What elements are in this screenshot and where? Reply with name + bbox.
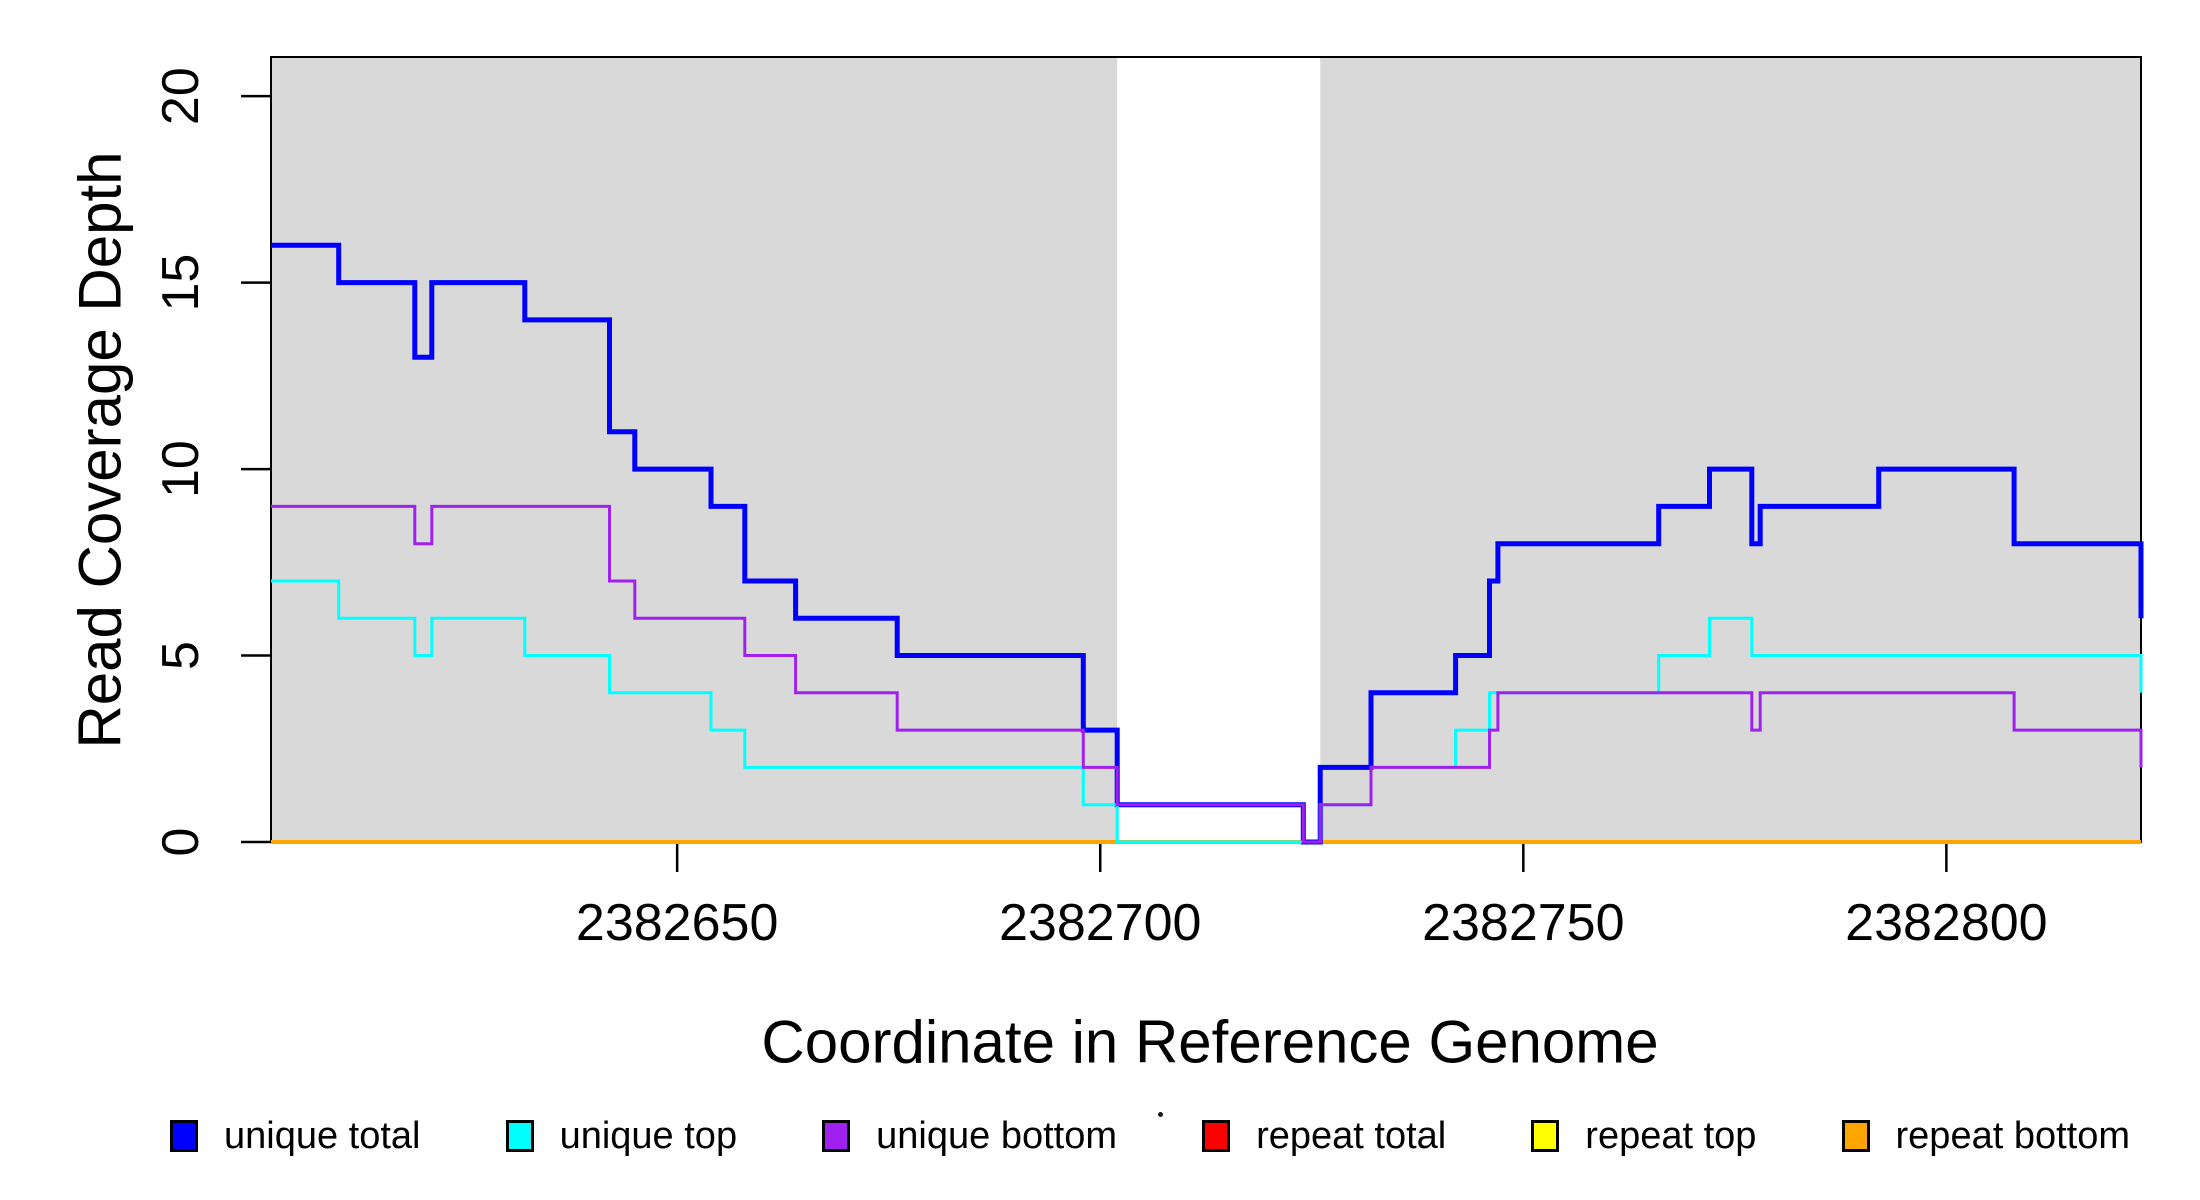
x-axis-title: Coordinate in Reference Genome xyxy=(761,1008,1659,1076)
x-tick-label: 2382650 xyxy=(576,894,778,952)
legend-entry-repeat-total: repeat total xyxy=(1202,1115,1446,1158)
y-tick-label: 15 xyxy=(152,254,210,312)
y-tick-label: 0 xyxy=(152,828,210,857)
y-tick-label: 10 xyxy=(152,440,210,498)
x-tick-label: 2382800 xyxy=(1845,894,2047,952)
series-unique-bottom xyxy=(271,504,2143,844)
x-tick-label: 2382700 xyxy=(999,894,1201,952)
legend-label: unique total xyxy=(224,1114,421,1157)
legend-label: repeat total xyxy=(1256,1114,1447,1157)
legend-swatch-icon xyxy=(505,1120,534,1152)
legend-swatch-icon xyxy=(822,1120,851,1152)
legend-entry-repeat-bottom: repeat bottom xyxy=(1841,1114,2130,1158)
y-tick-label: 20 xyxy=(152,67,210,125)
legend-entry-unique-bottom: unique bottom xyxy=(822,1115,1117,1158)
stray-dot-artifact xyxy=(1158,1112,1163,1117)
legend-label: repeat top xyxy=(1585,1114,1757,1157)
legend: unique total unique top unique bottom repea… xyxy=(170,1106,2130,1166)
legend-swatch-icon xyxy=(1202,1120,1231,1152)
shaded-region xyxy=(271,57,1118,842)
y-tick-label: 5 xyxy=(152,641,210,670)
legend-swatch-icon xyxy=(170,1120,198,1152)
legend-swatch-icon xyxy=(1531,1120,1560,1152)
legend-entry-repeat-top: repeat top xyxy=(1531,1115,1756,1158)
y-axis-title: Read Coverage Depth xyxy=(66,151,134,749)
x-tick-label: 2382750 xyxy=(1422,894,1624,952)
legend-label: repeat bottom xyxy=(1895,1114,2130,1157)
legend-entry-unique-top: unique top xyxy=(505,1114,738,1158)
legend-label: unique bottom xyxy=(876,1114,1117,1157)
legend-entry-unique-total: unique total xyxy=(170,1115,421,1158)
legend-swatch-icon xyxy=(1841,1120,1870,1152)
legend-label: unique top xyxy=(559,1114,738,1157)
shaded-region xyxy=(1320,57,2141,842)
